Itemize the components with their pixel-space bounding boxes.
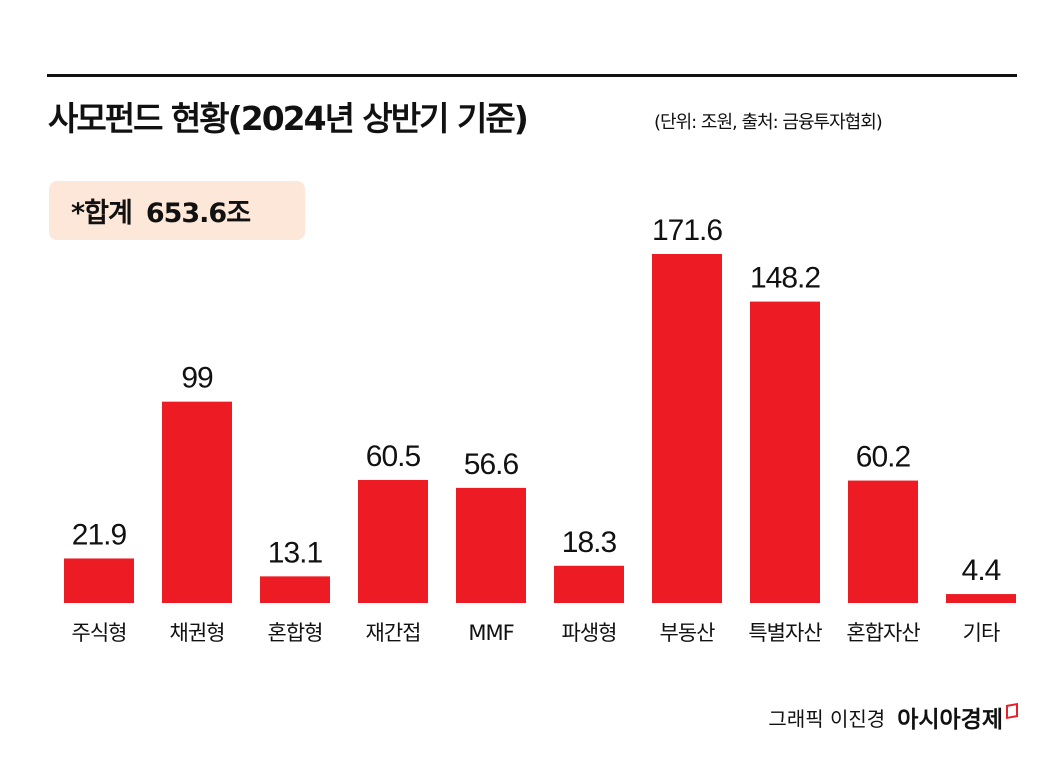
bar-주식형 (64, 558, 134, 603)
value-label: 21.9 (72, 518, 127, 551)
brand-logo: 아시아경제 (897, 707, 1003, 733)
value-label: 60.2 (856, 441, 911, 474)
category-label: 혼합자산 (846, 621, 920, 645)
top-rule (47, 74, 1017, 77)
value-label: 18.3 (562, 526, 617, 559)
category-label: 부동산 (660, 621, 716, 645)
bar-채권형 (162, 401, 232, 603)
bar-혼합형 (260, 576, 330, 603)
chart-subtitle: (단위: 조원, 출처: 금융투자협회) (654, 112, 883, 133)
category-label: 재간접 (366, 621, 421, 645)
value-label: 56.6 (464, 448, 519, 481)
value-label: 13.1 (268, 536, 323, 569)
brand-mark-icon (1006, 702, 1018, 720)
value-label: 171.6 (652, 214, 722, 247)
category-label: 파생형 (562, 621, 617, 645)
category-label: 혼합형 (268, 621, 323, 645)
category-label: 기타 (963, 621, 1000, 645)
category-label: MMF (468, 621, 513, 645)
bar-파생형 (554, 565, 624, 603)
value-label: 99 (181, 362, 213, 395)
credit-text: 그래픽 이진경 (768, 706, 886, 731)
total-label: *합계 (71, 198, 133, 229)
bar-기타 (946, 594, 1016, 603)
value-label: 4.4 (962, 554, 1001, 587)
value-label: 148.2 (750, 262, 820, 295)
bar-혼합자산 (848, 480, 918, 603)
category-label: 채권형 (170, 621, 225, 645)
category-label: 특별자산 (748, 621, 822, 645)
bar-MMF (456, 487, 526, 603)
total-badge: *합계 653.6조 (49, 181, 305, 240)
bar-부동산 (652, 254, 722, 603)
value-label: 60.5 (366, 440, 421, 473)
bar-재간접 (358, 479, 428, 603)
bar-특별자산 (750, 301, 820, 603)
category-label: 주식형 (72, 621, 127, 645)
total-value: 653.6조 (145, 198, 251, 229)
chart-title: 사모펀드 현황(2024년 상반기 기준) (48, 99, 529, 138)
credit: 그래픽 이진경 아시아경제 (768, 700, 1018, 734)
